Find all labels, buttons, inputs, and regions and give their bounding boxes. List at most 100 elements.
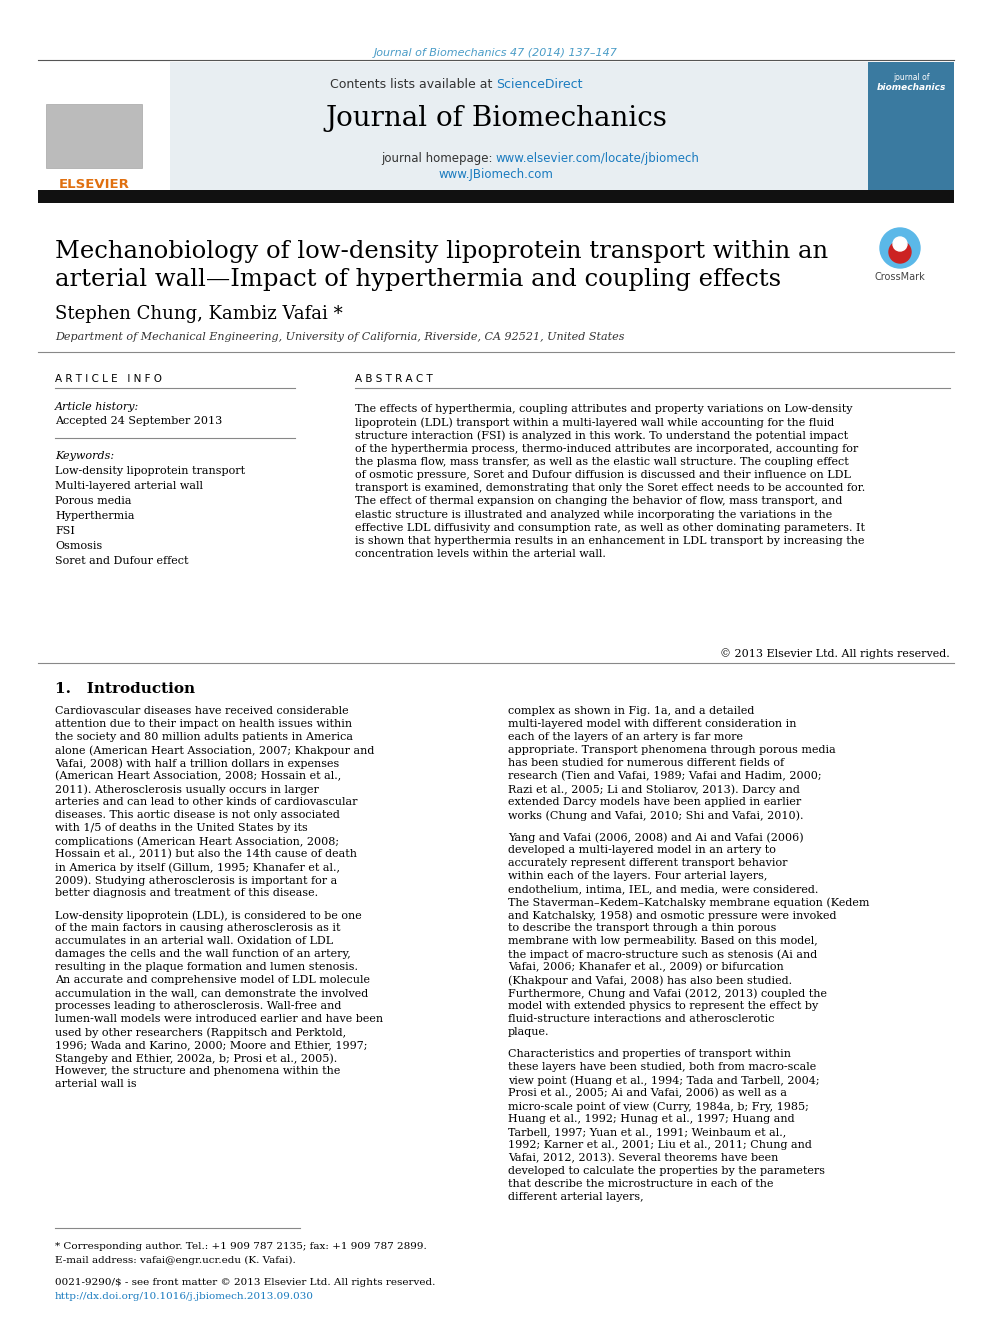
Text: the plasma flow, mass transfer, as well as the elastic wall structure. The coupl: the plasma flow, mass transfer, as well …: [355, 456, 849, 467]
Text: is shown that hyperthermia results in an enhancement in LDL transport by increas: is shown that hyperthermia results in an…: [355, 536, 864, 546]
Text: Mechanobiology of low-density lipoprotein transport within an: Mechanobiology of low-density lipoprotei…: [55, 239, 828, 263]
Text: arterial wall—Impact of hyperthermia and coupling effects: arterial wall—Impact of hyperthermia and…: [55, 269, 781, 291]
Text: Porous media: Porous media: [55, 496, 132, 505]
Text: with 1/5 of deaths in the United States by its: with 1/5 of deaths in the United States …: [55, 823, 308, 833]
Text: arterial wall is: arterial wall is: [55, 1080, 137, 1089]
FancyBboxPatch shape: [46, 105, 142, 168]
Text: Multi-layered arterial wall: Multi-layered arterial wall: [55, 482, 203, 491]
Text: www.JBiomech.com: www.JBiomech.com: [438, 168, 554, 181]
Text: arteries and can lead to other kinds of cardiovascular: arteries and can lead to other kinds of …: [55, 796, 357, 807]
Text: Razi et al., 2005; Li and Stoliarov, 2013). Darcy and: Razi et al., 2005; Li and Stoliarov, 201…: [508, 785, 800, 795]
Text: these layers have been studied, both from macro-scale: these layers have been studied, both fro…: [508, 1062, 816, 1072]
FancyBboxPatch shape: [38, 62, 170, 192]
Text: resulting in the plaque formation and lumen stenosis.: resulting in the plaque formation and lu…: [55, 962, 358, 972]
Text: Osmosis: Osmosis: [55, 541, 102, 550]
Text: 2009). Studying atherosclerosis is important for a: 2009). Studying atherosclerosis is impor…: [55, 875, 337, 885]
Text: Tarbell, 1997; Yuan et al., 1991; Weinbaum et al.,: Tarbell, 1997; Yuan et al., 1991; Weinba…: [508, 1127, 787, 1138]
Text: Hyperthermia: Hyperthermia: [55, 511, 135, 521]
Text: Vafai, 2012, 2013). Several theorems have been: Vafai, 2012, 2013). Several theorems hav…: [508, 1154, 779, 1163]
Text: E-mail address: vafai@engr.ucr.edu (K. Vafai).: E-mail address: vafai@engr.ucr.edu (K. V…: [55, 1256, 296, 1265]
Text: diseases. This aortic disease is not only associated: diseases. This aortic disease is not onl…: [55, 810, 340, 820]
Text: membrane with low permeability. Based on this model,: membrane with low permeability. Based on…: [508, 937, 817, 946]
Text: different arterial layers,: different arterial layers,: [508, 1192, 644, 1203]
Text: However, the structure and phenomena within the: However, the structure and phenomena wit…: [55, 1066, 340, 1076]
Text: view point (Huang et al., 1994; Tada and Tarbell, 2004;: view point (Huang et al., 1994; Tada and…: [508, 1076, 819, 1086]
Text: Huang et al., 1992; Hunag et al., 1997; Huang and: Huang et al., 1992; Hunag et al., 1997; …: [508, 1114, 795, 1125]
Text: accumulates in an arterial wall. Oxidation of LDL: accumulates in an arterial wall. Oxidati…: [55, 937, 333, 946]
Text: of the hyperthermia process, thermo-induced attributes are incorporated, account: of the hyperthermia process, thermo-indu…: [355, 443, 858, 454]
Text: Low-density lipoprotein (LDL), is considered to be one: Low-density lipoprotein (LDL), is consid…: [55, 910, 362, 921]
Text: of the main factors in causing atherosclerosis as it: of the main factors in causing atheroscl…: [55, 923, 340, 933]
Text: multi-layered model with different consideration in: multi-layered model with different consi…: [508, 718, 797, 729]
Text: damages the cells and the wall function of an artery,: damages the cells and the wall function …: [55, 949, 351, 959]
Text: The Staverman–Kedem–Katchalsky membrane equation (Kedem: The Staverman–Kedem–Katchalsky membrane …: [508, 897, 870, 908]
Text: complex as shown in Fig. 1a, and a detailed: complex as shown in Fig. 1a, and a detai…: [508, 706, 754, 716]
Text: 0021-9290/$ - see front matter © 2013 Elsevier Ltd. All rights reserved.: 0021-9290/$ - see front matter © 2013 El…: [55, 1278, 435, 1287]
Text: The effect of thermal expansion on changing the behavior of flow, mass transport: The effect of thermal expansion on chang…: [355, 496, 842, 507]
Text: Vafai, 2008) with half a trillion dollars in expenses: Vafai, 2008) with half a trillion dollar…: [55, 758, 339, 769]
Text: structure interaction (FSI) is analyzed in this work. To understand the potentia: structure interaction (FSI) is analyzed …: [355, 430, 848, 441]
Text: that describe the microstructure in each of the: that describe the microstructure in each…: [508, 1179, 774, 1189]
Text: lipoprotein (LDL) transport within a multi-layered wall while accounting for the: lipoprotein (LDL) transport within a mul…: [355, 417, 834, 427]
Text: Vafai, 2006; Khanafer et al., 2009) or bifurcation: Vafai, 2006; Khanafer et al., 2009) or b…: [508, 962, 784, 972]
Text: ELSEVIER: ELSEVIER: [59, 179, 129, 191]
Text: journal of: journal of: [893, 73, 930, 82]
Text: Prosi et al., 2005; Ai and Vafai, 2006) as well as a: Prosi et al., 2005; Ai and Vafai, 2006) …: [508, 1089, 787, 1098]
Text: each of the layers of an artery is far more: each of the layers of an artery is far m…: [508, 732, 743, 742]
Text: 1.   Introduction: 1. Introduction: [55, 681, 195, 696]
Text: developed to calculate the properties by the parameters: developed to calculate the properties by…: [508, 1166, 825, 1176]
Circle shape: [880, 228, 920, 269]
Text: used by other researchers (Rappitsch and Perktold,: used by other researchers (Rappitsch and…: [55, 1027, 346, 1037]
Text: transport is examined, demonstrating that only the Soret effect needs to be acco: transport is examined, demonstrating tha…: [355, 483, 865, 493]
Text: has been studied for numerous different fields of: has been studied for numerous different …: [508, 758, 784, 767]
Text: Soret and Dufour effect: Soret and Dufour effect: [55, 556, 188, 566]
Text: (Khakpour and Vafai, 2008) has also been studied.: (Khakpour and Vafai, 2008) has also been…: [508, 975, 793, 986]
Text: micro-scale point of view (Curry, 1984a, b; Fry, 1985;: micro-scale point of view (Curry, 1984a,…: [508, 1101, 808, 1111]
Text: biomechanics: biomechanics: [876, 83, 945, 93]
Text: Article history:: Article history:: [55, 402, 139, 411]
Text: Furthermore, Chung and Vafai (2012, 2013) coupled the: Furthermore, Chung and Vafai (2012, 2013…: [508, 988, 827, 999]
Text: appropriate. Transport phenomena through porous media: appropriate. Transport phenomena through…: [508, 745, 835, 755]
Text: in America by itself (Gillum, 1995; Khanafer et al.,: in America by itself (Gillum, 1995; Khan…: [55, 863, 340, 873]
FancyBboxPatch shape: [868, 62, 954, 192]
Text: developed a multi-layered model in an artery to: developed a multi-layered model in an ar…: [508, 845, 776, 855]
Text: Journal of Biomechanics 47 (2014) 137–147: Journal of Biomechanics 47 (2014) 137–14…: [374, 48, 618, 58]
Text: better diagnosis and treatment of this disease.: better diagnosis and treatment of this d…: [55, 888, 318, 898]
Text: (American Heart Association, 2008; Hossain et al.,: (American Heart Association, 2008; Hossa…: [55, 771, 341, 782]
Text: to describe the transport through a thin porous: to describe the transport through a thin…: [508, 923, 777, 933]
Text: effective LDL diffusivity and consumption rate, as well as other dominating para: effective LDL diffusivity and consumptio…: [355, 523, 865, 533]
Text: model with extended physics to represent the effect by: model with extended physics to represent…: [508, 1002, 818, 1011]
Text: the society and 80 million adults patients in America: the society and 80 million adults patien…: [55, 732, 353, 742]
Text: attention due to their impact on health issues within: attention due to their impact on health …: [55, 718, 352, 729]
Text: works (Chung and Vafai, 2010; Shi and Vafai, 2010).: works (Chung and Vafai, 2010; Shi and Va…: [508, 810, 804, 820]
Text: An accurate and comprehensive model of LDL molecule: An accurate and comprehensive model of L…: [55, 975, 370, 986]
Text: Stangeby and Ethier, 2002a, b; Prosi et al., 2005).: Stangeby and Ethier, 2002a, b; Prosi et …: [55, 1053, 337, 1064]
Text: ScienceDirect: ScienceDirect: [496, 78, 582, 91]
Text: Cardiovascular diseases have received considerable: Cardiovascular diseases have received co…: [55, 706, 348, 716]
Text: Hossain et al., 2011) but also the 14th cause of death: Hossain et al., 2011) but also the 14th …: [55, 849, 357, 860]
Text: Stephen Chung, Kambiz Vafai *: Stephen Chung, Kambiz Vafai *: [55, 306, 343, 323]
Text: processes leading to atherosclerosis. Wall-free and: processes leading to atherosclerosis. Wa…: [55, 1002, 341, 1011]
Text: elastic structure is illustrated and analyzed while incorporating the variations: elastic structure is illustrated and ana…: [355, 509, 832, 520]
Text: The effects of hyperthermia, coupling attributes and property variations on Low-: The effects of hyperthermia, coupling at…: [355, 404, 852, 414]
Text: concentration levels within the arterial wall.: concentration levels within the arterial…: [355, 549, 606, 560]
Text: and Katchalsky, 1958) and osmotic pressure were invoked: and Katchalsky, 1958) and osmotic pressu…: [508, 910, 836, 921]
Text: Contents lists available at: Contents lists available at: [329, 78, 496, 91]
Text: accumulation in the wall, can demonstrate the involved: accumulation in the wall, can demonstrat…: [55, 988, 368, 998]
Text: Characteristics and properties of transport within: Characteristics and properties of transp…: [508, 1049, 791, 1060]
Text: alone (American Heart Association, 2007; Khakpour and: alone (American Heart Association, 2007;…: [55, 745, 374, 755]
FancyBboxPatch shape: [38, 191, 954, 202]
Text: 1992; Karner et al., 2001; Liu et al., 2011; Chung and: 1992; Karner et al., 2001; Liu et al., 2…: [508, 1140, 811, 1150]
Text: 1996; Wada and Karino, 2000; Moore and Ethier, 1997;: 1996; Wada and Karino, 2000; Moore and E…: [55, 1040, 367, 1050]
Text: Accepted 24 September 2013: Accepted 24 September 2013: [55, 415, 222, 426]
Text: http://dx.doi.org/10.1016/j.jbiomech.2013.09.030: http://dx.doi.org/10.1016/j.jbiomech.201…: [55, 1293, 314, 1301]
Text: CrossMark: CrossMark: [875, 273, 926, 282]
Text: Journal of Biomechanics: Journal of Biomechanics: [325, 105, 667, 132]
Text: journal homepage:: journal homepage:: [381, 152, 496, 165]
Text: complications (American Heart Association, 2008;: complications (American Heart Associatio…: [55, 836, 339, 847]
Text: FSI: FSI: [55, 527, 74, 536]
Text: Yang and Vafai (2006, 2008) and Ai and Vafai (2006): Yang and Vafai (2006, 2008) and Ai and V…: [508, 832, 804, 843]
Text: extended Darcy models have been applied in earlier: extended Darcy models have been applied …: [508, 796, 802, 807]
Text: * Corresponding author. Tel.: +1 909 787 2135; fax: +1 909 787 2899.: * Corresponding author. Tel.: +1 909 787…: [55, 1242, 427, 1252]
Circle shape: [889, 241, 911, 263]
